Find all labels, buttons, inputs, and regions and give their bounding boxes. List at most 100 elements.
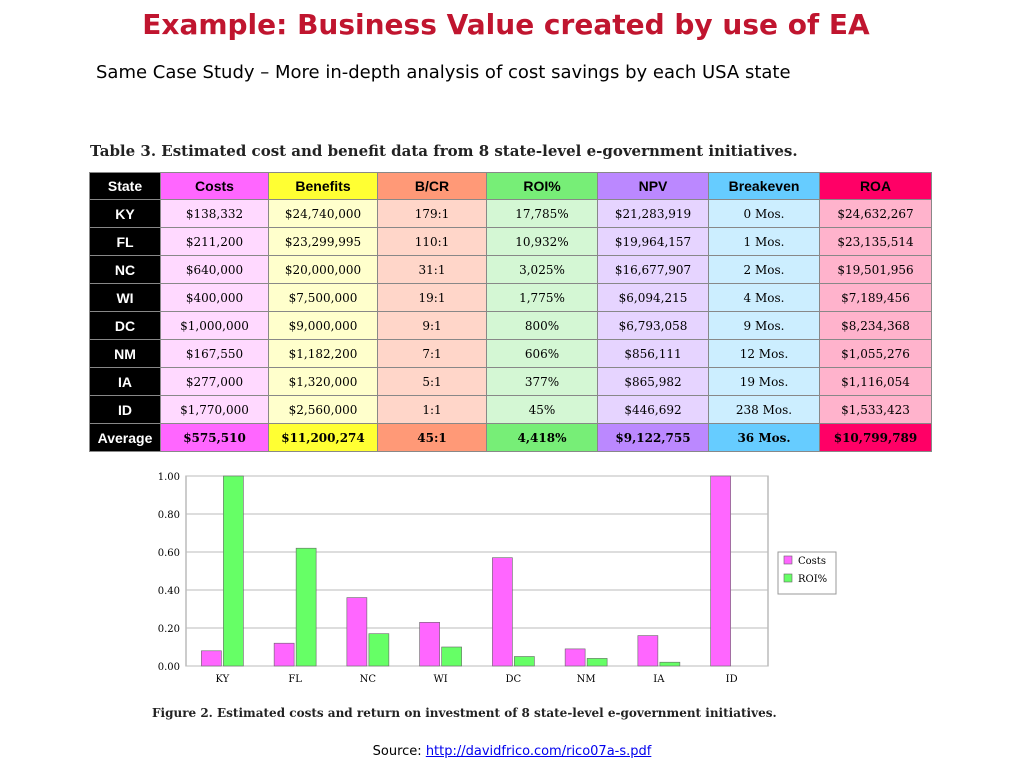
cell-benefits: $23,299,995 [268, 227, 378, 256]
cell-roi: 17,785% [486, 199, 598, 228]
x-tick-label: WI [434, 674, 448, 685]
cell-costs: $1,770,000 [160, 395, 269, 424]
cell-breakeven: 1 Mos. [708, 227, 820, 256]
cost-benefit-table: State Costs Benefits B/CR ROI% NPV Breakeven RO… [89, 172, 932, 452]
cell-npv: $6,094,215 [597, 283, 709, 312]
x-tick-label: ID [726, 674, 738, 685]
plot-area [185, 475, 769, 667]
cell-state: WI [89, 283, 161, 312]
header-breakeven: Breakeven [708, 172, 820, 200]
header-npv: NPV [597, 172, 709, 200]
bar-costs-wi [419, 622, 440, 667]
cell-roi: 377% [486, 367, 598, 396]
cell-roi: 606% [486, 339, 598, 368]
y-tick-label: 0.80 [158, 510, 180, 521]
header-state: State [89, 172, 161, 200]
cell-state: ID [89, 395, 161, 424]
x-tick-label: FL [288, 674, 302, 685]
legend-label: Costs [798, 556, 826, 567]
cell-costs: $277,000 [160, 367, 269, 396]
bar-roi-nc [368, 633, 390, 667]
cell-bcr: 179:1 [377, 199, 487, 228]
slide-title: Example: Business Value created by use o… [142, 8, 870, 41]
average-roa: $10,799,789 [819, 423, 932, 452]
cell-npv: $856,111 [597, 339, 709, 368]
cell-roa: $23,135,514 [819, 227, 932, 256]
cell-breakeven: 2 Mos. [708, 255, 820, 284]
x-tick-label: KY [215, 674, 229, 685]
cell-state: KY [89, 199, 161, 228]
cell-npv: $16,677,907 [597, 255, 709, 284]
bar-costs-id [710, 475, 731, 667]
cell-roa: $19,501,956 [819, 255, 932, 284]
cell-benefits: $2,560,000 [268, 395, 378, 424]
cell-npv: $446,692 [597, 395, 709, 424]
cell-bcr: 31:1 [377, 255, 487, 284]
costs-roi-bar-chart: 0.00 0.20 0.40 0.60 0.80 1.00 KY FL NC WI DC NM IA ID… [158, 472, 837, 685]
y-tick-label: 0.20 [158, 624, 180, 635]
x-tick-label: NM [577, 674, 596, 685]
bar-costs-ky [201, 650, 222, 667]
cell-costs: $211,200 [160, 227, 269, 256]
cell-costs: $138,332 [160, 199, 269, 228]
cell-bcr: 7:1 [377, 339, 487, 368]
cell-benefits: $1,182,200 [268, 339, 378, 368]
bar-costs-ia [637, 635, 659, 667]
cell-roa: $1,533,423 [819, 395, 932, 424]
average-bcr: 45:1 [377, 423, 487, 452]
source-line: Source: http://davidfrico.com/rico07a-s.… [0, 744, 1024, 759]
average-costs: $575,510 [160, 423, 269, 452]
table-row: NM $167,550 $1,182,200 7:1 606% $856,111 12 Mo… [89, 339, 932, 368]
bar-roi-fl [295, 547, 317, 667]
cell-breakeven: 238 Mos. [708, 395, 820, 424]
header-benefits: Benefits [268, 172, 378, 200]
cell-bcr: 1:1 [377, 395, 487, 424]
table-row: NC $640,000 $20,000,000 31:1 3,025% $16,677,9… [89, 255, 932, 284]
cell-benefits: $24,740,000 [268, 199, 378, 228]
cell-bcr: 9:1 [377, 311, 487, 340]
bar-costs-fl [273, 642, 295, 667]
cell-roa: $7,189,456 [819, 283, 932, 312]
cell-npv: $865,982 [597, 367, 709, 396]
cell-benefits: $9,000,000 [268, 311, 378, 340]
cell-npv: $21,283,919 [597, 199, 709, 228]
source-link[interactable]: http://davidfrico.com/rico07a-s.pdf [425, 744, 652, 759]
cell-breakeven: 4 Mos. [708, 283, 820, 312]
header-bcr: B/CR [377, 172, 487, 200]
header-costs: Costs [160, 172, 269, 200]
average-roi: 4,418% [486, 423, 598, 452]
y-tick-label: 0.40 [158, 586, 180, 597]
bar-roi-wi [441, 646, 462, 667]
table-caption: Table 3. Estimated cost and benefit data… [90, 142, 798, 160]
cell-costs: $400,000 [160, 283, 269, 312]
cell-breakeven: 19 Mos. [708, 367, 820, 396]
legend-swatch [783, 555, 793, 565]
average-state: Average [89, 423, 161, 452]
cell-roi: 3,025% [486, 255, 598, 284]
cell-state: IA [89, 367, 161, 396]
header-roa: ROA [819, 172, 932, 200]
cell-bcr: 19:1 [377, 283, 487, 312]
y-tick-label: 1.00 [158, 472, 180, 483]
cell-state: NM [89, 339, 161, 368]
cell-benefits: $1,320,000 [268, 367, 378, 396]
cell-breakeven: 9 Mos. [708, 311, 820, 340]
bar-roi-ky [223, 475, 244, 667]
table-row: ID $1,770,000 $2,560,000 1:1 45% $446,692 238 … [89, 395, 932, 424]
table-row: DC $1,000,000 $9,000,000 9:1 800% $6,793,058 9… [89, 311, 932, 340]
cell-roa: $8,234,368 [819, 311, 932, 340]
cell-roa: $1,116,054 [819, 367, 932, 396]
cell-costs: $640,000 [160, 255, 269, 284]
cell-npv: $6,793,058 [597, 311, 709, 340]
cell-bcr: 5:1 [377, 367, 487, 396]
table-row: WI $400,000 $7,500,000 19:1 1,775% $6,094,215… [89, 283, 932, 312]
bar-costs-nm [564, 648, 586, 667]
legend-swatch [783, 573, 793, 583]
table-row: FL $211,200 $23,299,995 110:1 10,932% $19,964… [89, 227, 932, 256]
cell-roi: 10,932% [486, 227, 598, 256]
cell-benefits: $7,500,000 [268, 283, 378, 312]
cell-costs: $1,000,000 [160, 311, 269, 340]
bar-roi-dc [514, 656, 535, 667]
cell-npv: $19,964,157 [597, 227, 709, 256]
slide-subtitle: Same Case Study – More in-depth analysis… [96, 62, 791, 83]
